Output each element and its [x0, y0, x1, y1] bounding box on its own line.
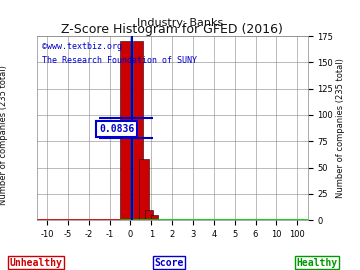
Text: The Research Foundation of SUNY: The Research Foundation of SUNY — [42, 56, 197, 65]
Bar — [132, 41, 143, 220]
Text: Score: Score — [154, 258, 184, 268]
Text: 0.0836: 0.0836 — [99, 124, 135, 134]
Y-axis label: Number of companies (235 total): Number of companies (235 total) — [336, 58, 345, 198]
Title: Z-Score Histogram for GFED (2016): Z-Score Histogram for GFED (2016) — [61, 23, 283, 36]
Bar — [145, 210, 153, 220]
Text: Unhealthy: Unhealthy — [10, 258, 62, 268]
Bar — [120, 41, 130, 220]
Text: Number of companies (235 total): Number of companies (235 total) — [0, 65, 8, 205]
Bar — [151, 215, 158, 220]
Text: Industry: Banks: Industry: Banks — [137, 18, 223, 28]
Text: ©www.textbiz.org: ©www.textbiz.org — [42, 42, 122, 50]
Bar — [139, 159, 149, 220]
Text: Healthy: Healthy — [296, 258, 337, 268]
